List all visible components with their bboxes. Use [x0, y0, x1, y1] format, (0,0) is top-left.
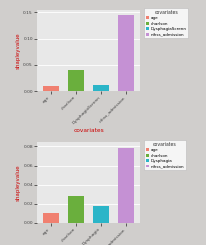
Bar: [43, 86, 59, 91]
Legend: age, charlson, Dysphagia, nihss_admission: age, charlson, Dysphagia, nihss_admissio…: [144, 140, 186, 170]
Bar: [93, 206, 109, 223]
Bar: [43, 213, 59, 223]
X-axis label: covariates: covariates: [73, 128, 104, 133]
Bar: [93, 85, 109, 91]
Bar: [68, 70, 84, 91]
Bar: [68, 196, 84, 223]
Y-axis label: shapleyvalue: shapleyvalue: [15, 164, 21, 201]
Y-axis label: shapleyvalue: shapleyvalue: [15, 32, 20, 69]
Bar: [118, 15, 135, 91]
Legend: age, charlson, DysphagiaScrenn, nihss_admission: age, charlson, DysphagiaScrenn, nihss_ad…: [144, 8, 188, 38]
Bar: [118, 148, 135, 223]
